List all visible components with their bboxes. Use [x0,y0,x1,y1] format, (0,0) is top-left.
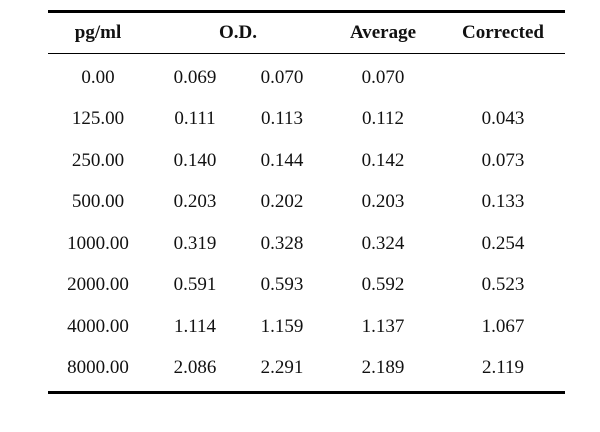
table-row: 1000.00 0.319 0.328 0.324 0.254 [48,223,565,265]
cell-concentration: 0.00 [81,66,115,88]
cell-average: 0.324 [361,232,405,254]
cell-od-2: 0.113 [260,108,304,130]
cell-corrected: 0.043 [481,108,525,130]
cell-corrected: 0.133 [481,191,525,213]
table-row: 8000.00 2.086 2.291 2.189 2.119 [48,348,565,390]
header-corrected: Corrected [462,22,544,43]
cell-concentration: 125.00 [71,108,125,130]
cell-concentration: 250.00 [71,149,125,171]
table-bottom-rule [48,391,565,394]
table-row: 0.00 0.069 0.070 0.070 [48,57,565,99]
cell-od-1: 2.086 [173,357,217,379]
header-od: O.D. [219,22,257,43]
cell-concentration: 8000.00 [67,357,129,379]
cell-od-2: 1.159 [260,315,304,337]
table-body: 0.00 0.069 0.070 0.070 125.00 0.111 0.11… [48,54,565,391]
table-row: 250.00 0.140 0.144 0.142 0.073 [48,140,565,182]
cell-od-1: 0.203 [173,191,217,213]
cell-corrected: 2.119 [481,357,525,379]
cell-od-1: 0.591 [173,274,217,296]
cell-average: 2.189 [361,357,405,379]
cell-corrected: 1.067 [481,315,525,337]
cell-concentration: 4000.00 [67,315,129,337]
cell-od-2: 0.328 [260,232,304,254]
cell-average: 0.112 [361,108,405,130]
cell-od-1: 0.319 [173,232,217,254]
cell-od-1: 0.111 [174,108,216,130]
cell-concentration: 500.00 [71,191,125,213]
table-row: 125.00 0.111 0.113 0.112 0.043 [48,99,565,141]
cell-average: 0.142 [361,149,405,171]
cell-average: 1.137 [361,315,405,337]
table-top-rule [48,10,565,13]
table-header-row: pg/ml O.D. Average Corrected [48,13,565,53]
header-concentration: pg/ml [74,22,122,43]
cell-concentration: 1000.00 [67,232,129,254]
table-header-rule [48,53,565,54]
cell-od-2: 0.202 [260,191,304,213]
cell-od-1: 0.069 [173,66,217,88]
cell-corrected: 0.254 [481,232,525,254]
cell-od-2: 2.291 [260,357,304,379]
cell-corrected: 0.073 [481,149,525,171]
header-average: Average [349,22,417,43]
cell-average: 0.070 [361,66,405,88]
cell-od-2: 0.144 [260,149,304,171]
table-row: 4000.00 1.114 1.159 1.137 1.067 [48,306,565,348]
cell-concentration: 2000.00 [67,274,129,296]
cell-average: 0.203 [361,191,405,213]
cell-corrected: 0.523 [481,274,525,296]
table-row: 500.00 0.203 0.202 0.203 0.133 [48,182,565,224]
table-row: 2000.00 0.591 0.593 0.592 0.523 [48,265,565,307]
cell-od-1: 0.140 [173,149,217,171]
cell-average: 0.592 [361,274,405,296]
cell-od-2: 0.593 [260,274,304,296]
cell-od-2: 0.070 [260,66,304,88]
standard-curve-table: pg/ml O.D. Average Corrected 0.00 0.069 … [48,10,565,394]
cell-od-1: 1.114 [173,315,217,337]
